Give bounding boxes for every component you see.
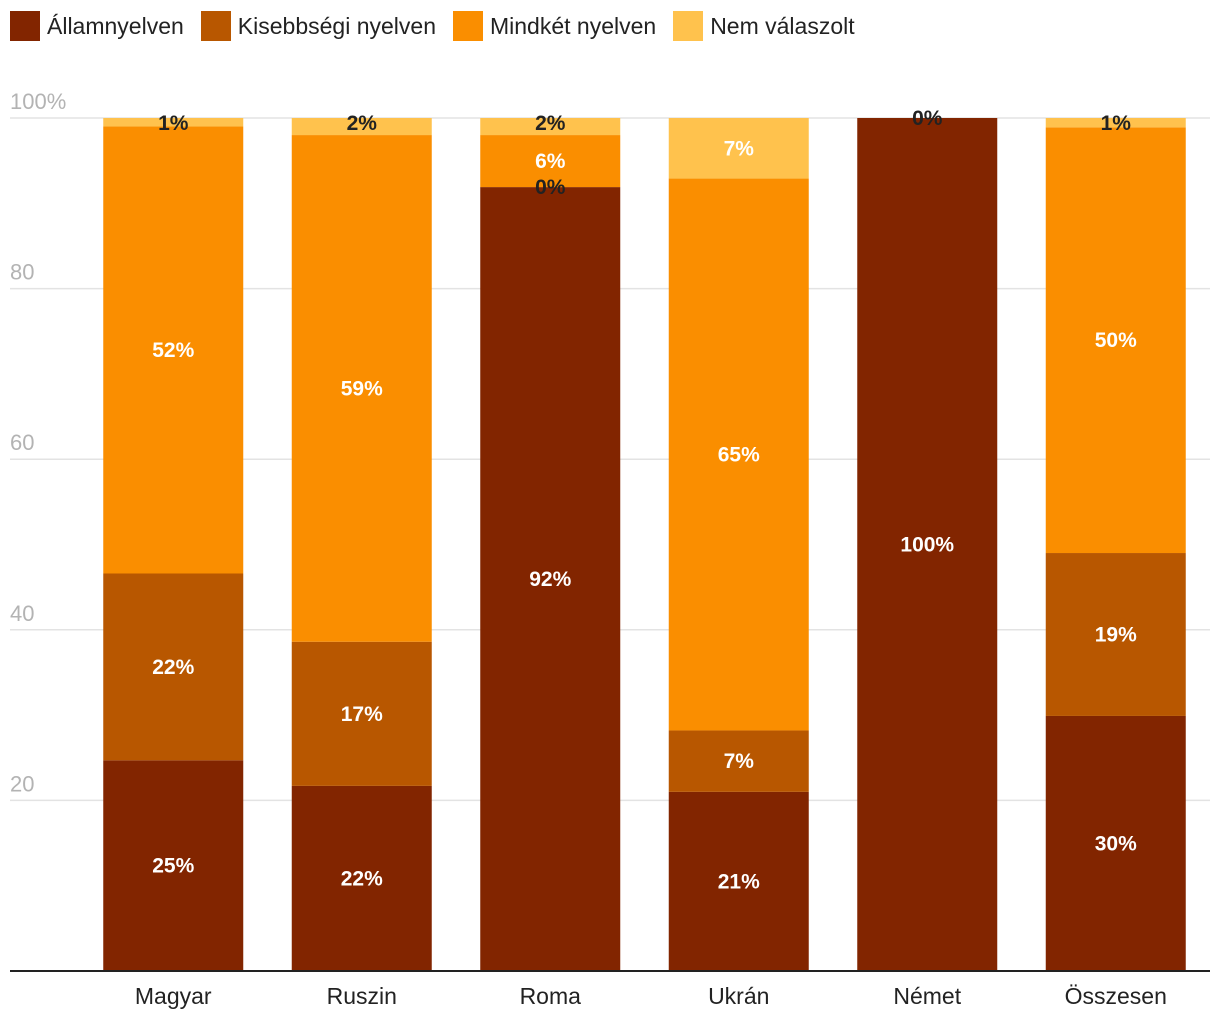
bar-segment: [103, 760, 244, 971]
bar-segment: [103, 126, 244, 574]
x-category-label: Ukrán: [708, 983, 769, 1009]
legend-swatch: [10, 11, 40, 41]
segment-label: 50%: [1095, 329, 1137, 352]
segment-label: 6%: [535, 150, 566, 173]
segment-label: 7%: [724, 750, 755, 773]
legend-label: Nem válaszolt: [710, 12, 855, 39]
segment-label: 7%: [724, 137, 755, 160]
bar-segment: [480, 135, 621, 188]
segment-label: 22%: [152, 656, 194, 679]
segment-labels: 25% 22% 52% 1% 22% 17% 59% 2% 92% 0% 6% 2% 21% 7% 65% 7…: [152, 107, 1137, 893]
segment-label: 92%: [529, 568, 571, 591]
segment-label: 52%: [152, 339, 194, 362]
y-tick-label: 20: [10, 771, 34, 796]
bar-segment: [103, 573, 244, 761]
segment-label: 22%: [341, 867, 383, 890]
legend-item: Kisebbségi nyelven: [200, 11, 436, 41]
bar-segment: [668, 178, 809, 731]
y-axis-ticks: 20 40 60 80 100%: [10, 89, 66, 796]
legend-label: Államnyelven: [47, 12, 184, 39]
segment-label: 25%: [152, 855, 194, 878]
legend-label: Mindkét nyelven: [489, 12, 657, 39]
legend-swatch: [200, 11, 231, 41]
chart-legend: Államnyelven Kisebbségi nyelven Mindkét ny…: [10, 10, 872, 42]
x-category-label: Ruszin: [327, 983, 397, 1009]
segment-label: 1%: [1101, 112, 1132, 135]
x-category-label: Magyar: [135, 983, 212, 1009]
bar-segment: [668, 730, 809, 792]
bar-segment: [1045, 127, 1186, 554]
x-axis-categories: Magyar Ruszin Roma Ukrán Német Összesen: [135, 983, 1167, 1009]
legend-label: Kisebbségi nyelven: [237, 12, 436, 39]
segment-label: 17%: [341, 703, 383, 726]
bar-segment: [857, 118, 998, 971]
legend-item: Nem válaszolt: [673, 11, 855, 41]
segment-label: 19%: [1095, 623, 1137, 646]
x-category-label: Összesen: [1065, 983, 1167, 1009]
x-category-label: Roma: [520, 983, 582, 1009]
legend-item: Államnyelven: [10, 11, 184, 41]
segment-label: 100%: [900, 534, 954, 557]
bar-segment: [668, 791, 809, 971]
y-tick-label: 60: [10, 430, 34, 455]
bar-segment: [1045, 715, 1186, 971]
bar-segment: [1045, 553, 1186, 716]
y-tick-label: 100%: [10, 89, 66, 114]
bar-segment: [291, 641, 432, 786]
segment-label: 30%: [1095, 832, 1137, 855]
bar-segment: [103, 118, 244, 127]
segment-label: 65%: [718, 444, 760, 467]
bar-segment: [480, 118, 621, 136]
legend-swatch: [452, 11, 483, 41]
bars: [103, 118, 1186, 971]
segment-label: 0%: [912, 107, 943, 130]
y-tick-label: 80: [10, 260, 34, 285]
bar-segment: [1045, 118, 1186, 128]
segment-label: 59%: [341, 377, 383, 400]
bar-segment: [291, 785, 432, 971]
segment-label: 21%: [718, 870, 760, 893]
segment-label: 0%: [535, 176, 566, 199]
segment-label: 2%: [347, 112, 378, 135]
x-category-label: Német: [893, 983, 961, 1009]
segment-label: 1%: [158, 112, 189, 135]
segment-label: 2%: [535, 112, 566, 135]
bar-segment: [291, 135, 432, 642]
bar-segment: [291, 118, 432, 136]
bar-segment: [480, 187, 621, 971]
bar-segment: [668, 118, 809, 179]
y-tick-label: 40: [10, 601, 34, 626]
legend-item: Mindkét nyelven: [452, 11, 657, 41]
legend-swatch: [673, 11, 704, 41]
